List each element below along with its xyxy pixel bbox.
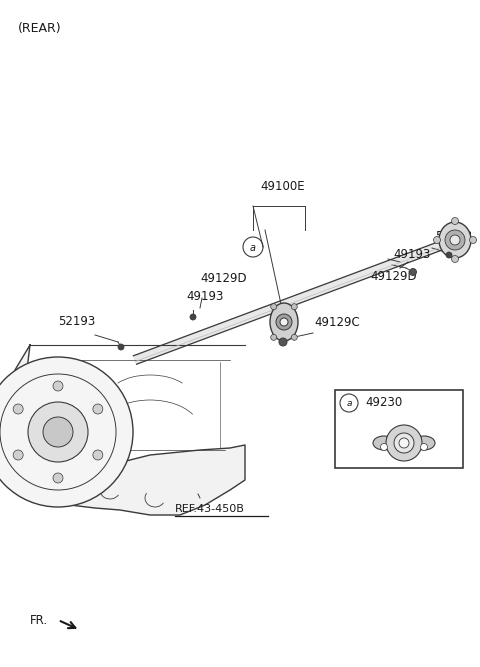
Ellipse shape [433,237,441,243]
Circle shape [0,357,133,507]
Circle shape [93,404,103,414]
Text: 49193: 49193 [393,248,431,261]
Circle shape [381,444,387,450]
Circle shape [446,252,452,258]
Polygon shape [133,236,457,364]
Circle shape [291,303,297,309]
Circle shape [13,404,23,414]
Ellipse shape [452,217,458,225]
Circle shape [445,230,465,250]
Ellipse shape [373,436,395,450]
Circle shape [271,303,276,309]
Text: 49100E: 49100E [260,180,305,193]
Text: FR.: FR. [30,614,48,626]
Circle shape [279,338,287,346]
Circle shape [276,314,292,330]
Text: 49129D: 49129D [370,270,417,283]
Text: 52193: 52193 [58,315,95,328]
Circle shape [93,450,103,460]
Circle shape [190,314,196,320]
Circle shape [53,381,63,391]
Ellipse shape [469,237,477,243]
Text: 49129D: 49129D [200,272,247,285]
Circle shape [280,318,288,326]
Circle shape [409,269,417,275]
Ellipse shape [270,303,298,341]
Ellipse shape [439,222,471,258]
Circle shape [386,425,422,461]
Text: (REAR): (REAR) [18,22,61,35]
Text: 49193: 49193 [186,290,223,303]
Text: 49230: 49230 [365,396,402,410]
Circle shape [118,344,124,350]
Circle shape [450,235,460,245]
Text: a: a [250,243,256,253]
Text: 49129C: 49129C [314,316,360,329]
Ellipse shape [413,436,435,450]
Text: REF.43-450B: REF.43-450B [175,504,245,514]
Bar [335,390,463,468]
Ellipse shape [452,255,458,263]
Circle shape [394,433,414,453]
Circle shape [13,450,23,460]
Circle shape [53,473,63,483]
Text: a: a [346,400,352,408]
Circle shape [291,334,297,340]
Polygon shape [15,345,245,515]
Circle shape [43,417,73,447]
Text: 52193: 52193 [435,230,472,243]
Circle shape [271,334,276,340]
Circle shape [420,444,428,450]
Circle shape [399,438,409,448]
Circle shape [28,402,88,462]
